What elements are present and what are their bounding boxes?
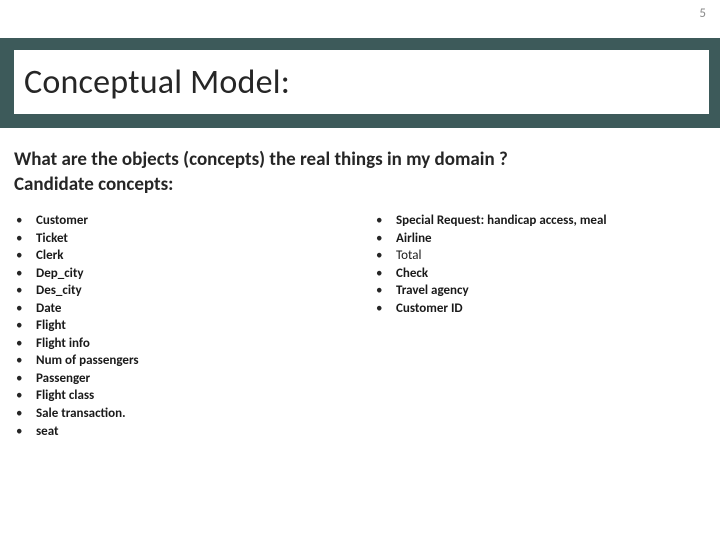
bullet-icon: • [14, 282, 36, 300]
list-item-text: Special Request: handicap access, meal [396, 212, 607, 230]
list-item-text: Ticket [36, 230, 68, 248]
bullet-icon: • [374, 230, 396, 248]
list-item: •Date [14, 300, 374, 318]
left-column: •Customer•Ticket•Clerk•Dep_city•Des_city… [14, 212, 374, 440]
subtitle-line-1: What are the objects (concepts) the real… [14, 148, 704, 173]
list-item: •Travel agency [374, 282, 704, 300]
bullet-icon: • [14, 370, 36, 388]
subtitle-line-2: Candidate concepts: [14, 173, 704, 198]
list-item-text: Clerk [36, 247, 63, 265]
list-item-text: Date [36, 300, 61, 318]
list-item: •Sale transaction. [14, 405, 374, 423]
list-item: •Airline [374, 230, 704, 248]
list-item-text: Flight class [36, 387, 94, 405]
list-item: •Check [374, 265, 704, 283]
bullet-icon: • [14, 317, 36, 335]
bullet-icon: • [14, 335, 36, 353]
bullet-icon: • [374, 300, 396, 318]
list-item-text: seat [36, 423, 59, 441]
list-item-text: Check [396, 265, 428, 283]
list-item: •Customer ID [374, 300, 704, 318]
list-item-text: Customer [36, 212, 88, 230]
list-item-text: Num of passengers [36, 352, 139, 370]
bullet-icon: • [374, 282, 396, 300]
list-item-text: Dep_city [36, 265, 84, 283]
bullet-icon: • [14, 230, 36, 248]
title-inner-box: Conceptual Model: [14, 50, 709, 114]
list-item-text: Flight [36, 317, 66, 335]
list-item: •Special Request: handicap access, meal [374, 212, 704, 230]
list-item-text: Airline [396, 230, 432, 248]
list-item-text: Travel agency [396, 282, 469, 300]
list-item: •Customer [14, 212, 374, 230]
list-item-text: Sale transaction. [36, 405, 126, 423]
list-item-text: Passenger [36, 370, 90, 388]
bullet-columns: •Customer•Ticket•Clerk•Dep_city•Des_city… [14, 212, 704, 440]
subtitle-block: What are the objects (concepts) the real… [14, 148, 704, 197]
slide-number: 5 [699, 6, 706, 21]
bullet-icon: • [374, 265, 396, 283]
list-item: •Ticket [14, 230, 374, 248]
list-item: •Num of passengers [14, 352, 374, 370]
bullet-icon: • [14, 265, 36, 283]
slide-title: Conceptual Model: [24, 62, 290, 103]
list-item: •Des_city [14, 282, 374, 300]
bullet-icon: • [14, 352, 36, 370]
list-item-text: Total [396, 247, 421, 265]
bullet-icon: • [14, 387, 36, 405]
right-column: •Special Request: handicap access, meal•… [374, 212, 704, 440]
list-item: •Passenger [14, 370, 374, 388]
list-item-text: Des_city [36, 282, 82, 300]
list-item: •Flight [14, 317, 374, 335]
list-item-text: Flight info [36, 335, 90, 353]
list-item: •Flight info [14, 335, 374, 353]
bullet-icon: • [374, 212, 396, 230]
list-item: •Clerk [14, 247, 374, 265]
bullet-icon: • [14, 247, 36, 265]
bullet-icon: • [14, 423, 36, 441]
list-item: •Total [374, 247, 704, 265]
list-item-text: Customer ID [396, 300, 463, 318]
list-item: •Flight class [14, 387, 374, 405]
bullet-icon: • [14, 300, 36, 318]
bullet-icon: • [14, 212, 36, 230]
list-item: •seat [14, 423, 374, 441]
list-item: •Dep_city [14, 265, 374, 283]
bullet-icon: • [14, 405, 36, 423]
bullet-icon: • [374, 247, 396, 265]
